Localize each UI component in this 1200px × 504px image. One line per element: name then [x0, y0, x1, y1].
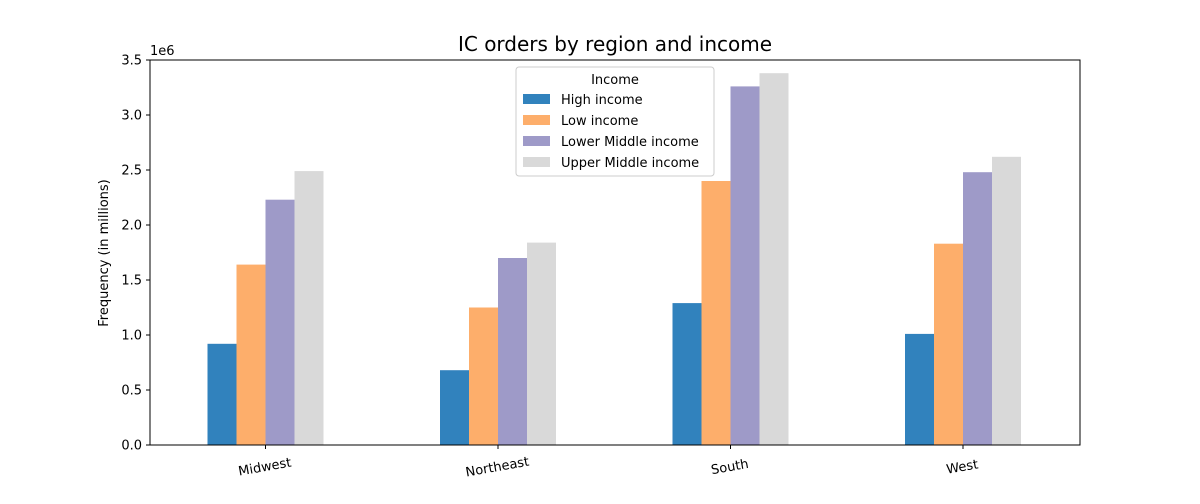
- y-tick-label: 1.0: [121, 329, 142, 344]
- bar-lower-middle-income-south: [730, 86, 760, 446]
- legend-items: High income Low income Lower Middle income…: [523, 93, 699, 171]
- y-axis-offset-label: 1e6: [150, 44, 175, 59]
- legend-swatch: [523, 94, 550, 104]
- bar-low-income-northeast: [469, 307, 498, 445]
- bar-high-income-midwest: [207, 343, 237, 445]
- legend-label: High income: [561, 93, 643, 108]
- x-tick-label: South: [710, 457, 750, 478]
- bar-upper-middle-income-midwest: [294, 171, 324, 445]
- bar-low-income-midwest: [236, 264, 266, 445]
- bar-lower-middle-income-west: [963, 172, 992, 445]
- y-axis-label: Frequency (in millions): [97, 179, 112, 327]
- y-axis-ticks: 0.0 0.5 1.0 1.5 2.0 2.5 3.0 3.5: [121, 54, 150, 454]
- bar-high-income-west: [905, 333, 934, 445]
- legend-title: Income: [591, 73, 639, 88]
- legend-label: Upper Middle income: [561, 156, 699, 171]
- bar-high-income-south: [672, 303, 702, 445]
- bar-upper-middle-income-northeast: [527, 242, 556, 445]
- bar-low-income-west: [934, 243, 963, 445]
- legend-box: [515, 66, 715, 177]
- x-tick-label: Northeast: [464, 455, 530, 481]
- x-tick-label: West: [945, 457, 979, 477]
- legend-swatch: [523, 115, 550, 125]
- legend-label: Lower Middle income: [561, 135, 699, 150]
- x-axis-ticks: Midwest Northeast South West: [237, 445, 979, 481]
- bar-low-income-south: [701, 181, 731, 445]
- legend-swatch: [523, 157, 550, 167]
- chart-title: IC orders by region and income: [458, 32, 772, 56]
- y-tick-label: 3.5: [121, 54, 142, 69]
- bar-lower-middle-income-northeast: [498, 258, 527, 445]
- y-tick-label: 0.5: [121, 384, 142, 399]
- y-tick-label: 3.0: [121, 109, 142, 124]
- legend: Income High income Low income Lower Middle…: [515, 66, 715, 177]
- legend-swatch: [523, 136, 550, 146]
- bar-high-income-northeast: [440, 370, 469, 445]
- y-tick-label: 0.0: [121, 439, 142, 454]
- plot-frame: [149, 59, 1081, 446]
- y-tick-label: 2.5: [121, 164, 142, 179]
- bar-upper-middle-income-south: [759, 73, 789, 445]
- x-tick-label: Midwest: [237, 456, 292, 480]
- y-tick-label: 2.0: [121, 219, 142, 234]
- y-tick-label: 1.5: [121, 274, 142, 289]
- bar-lower-middle-income-midwest: [265, 199, 295, 445]
- bar-upper-middle-income-west: [992, 156, 1021, 446]
- bars-group: [207, 73, 1021, 446]
- legend-label: Low income: [561, 114, 638, 129]
